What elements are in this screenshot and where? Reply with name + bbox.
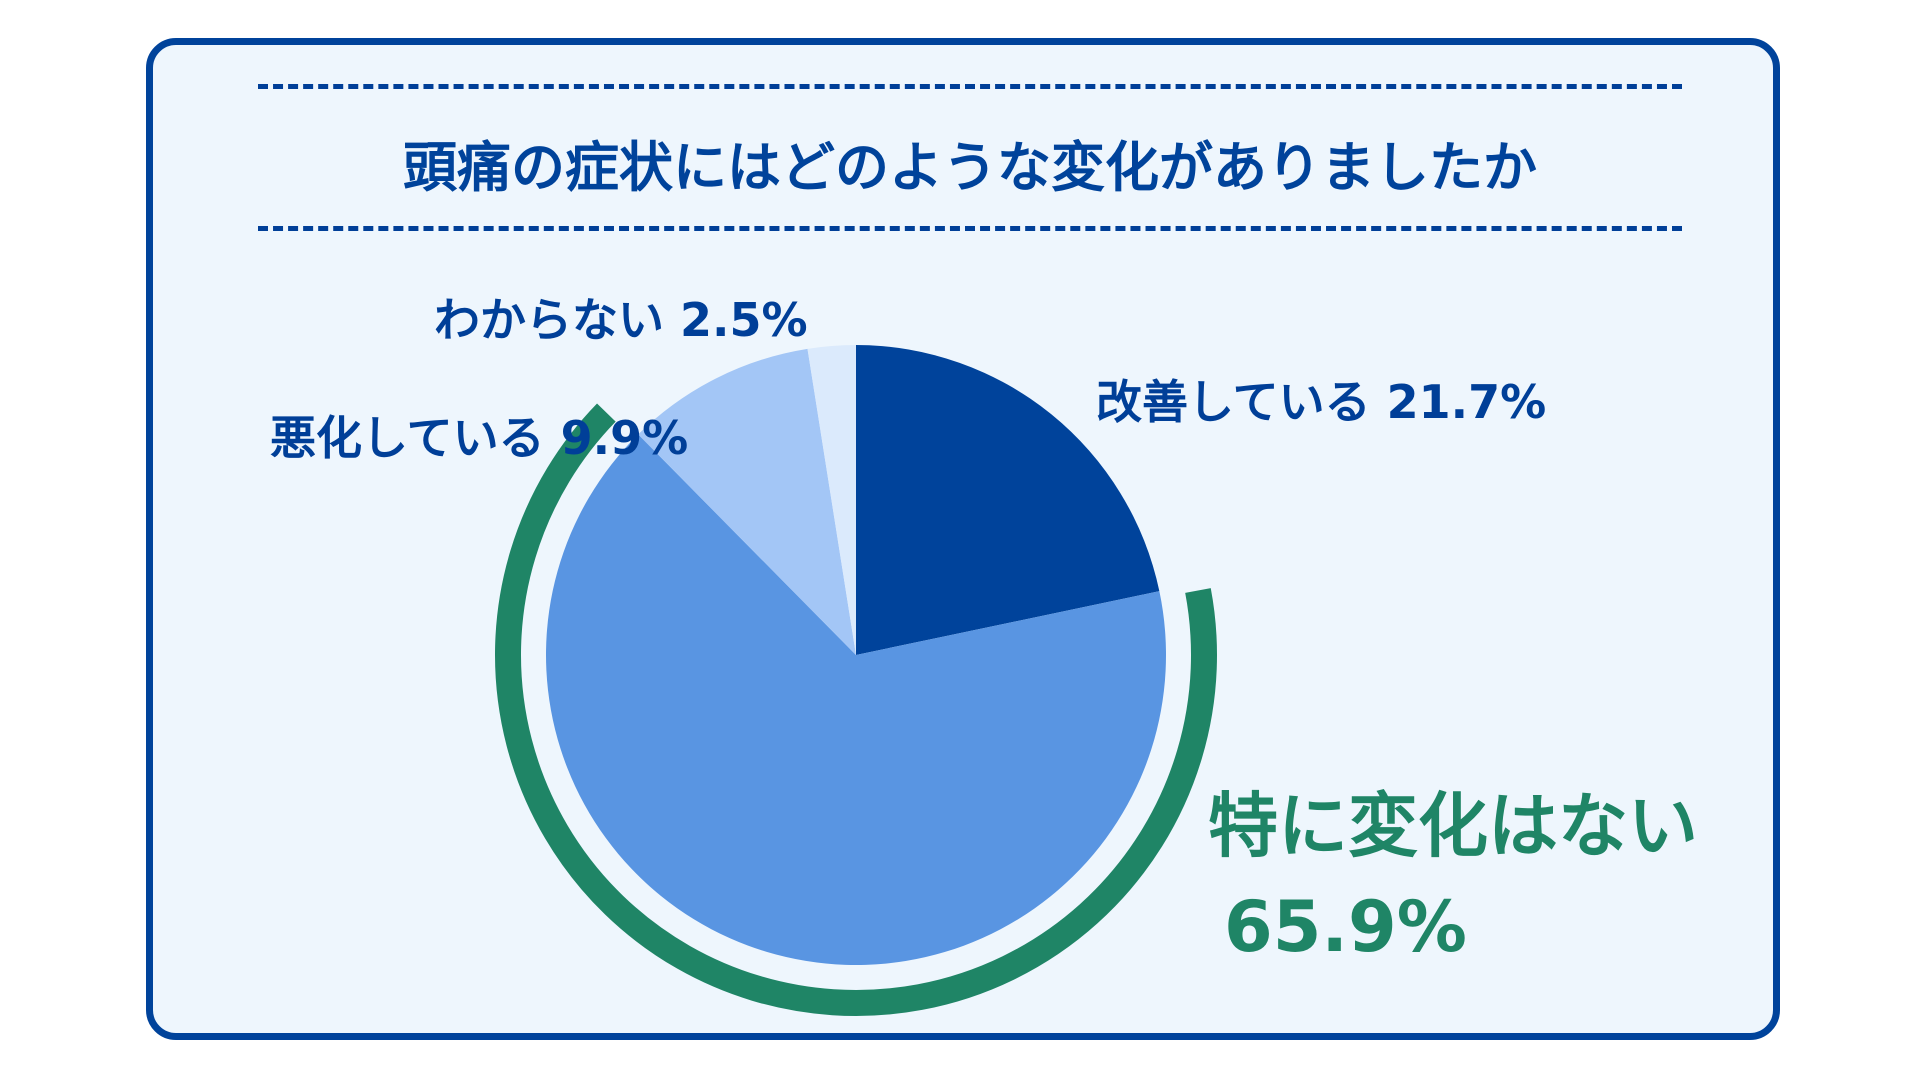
label-no-change: 特に変化はない [1208,785,1698,867]
label-improved-text: 改善している [1096,375,1371,429]
label-worsened-text: 悪化している [270,411,545,465]
chart-title: 頭痛の症状にはどのような変化がありましたか [403,136,1537,199]
title-divider-top [258,84,1682,89]
label-improved: 改善している 21.7% [1096,366,1546,432]
label-worsened-value: 9.9% [560,411,689,465]
highlight-arc [495,403,1217,1016]
slice-worsened [638,348,856,655]
label-unknown-value: 2.5% [680,293,808,347]
label-unknown-text: わからない [434,293,664,347]
title-divider-bottom [258,226,1682,231]
label-no-change-value: 65.9% [1224,886,1467,968]
slice-no-change [546,434,1166,966]
label-improved-value: 21.7% [1386,375,1547,429]
slice-unknown [807,345,856,655]
label-worsened: 悪化している 9.9% [270,402,688,468]
slice-improved [856,345,1160,655]
label-unknown: わからない 2.5% [434,284,808,350]
